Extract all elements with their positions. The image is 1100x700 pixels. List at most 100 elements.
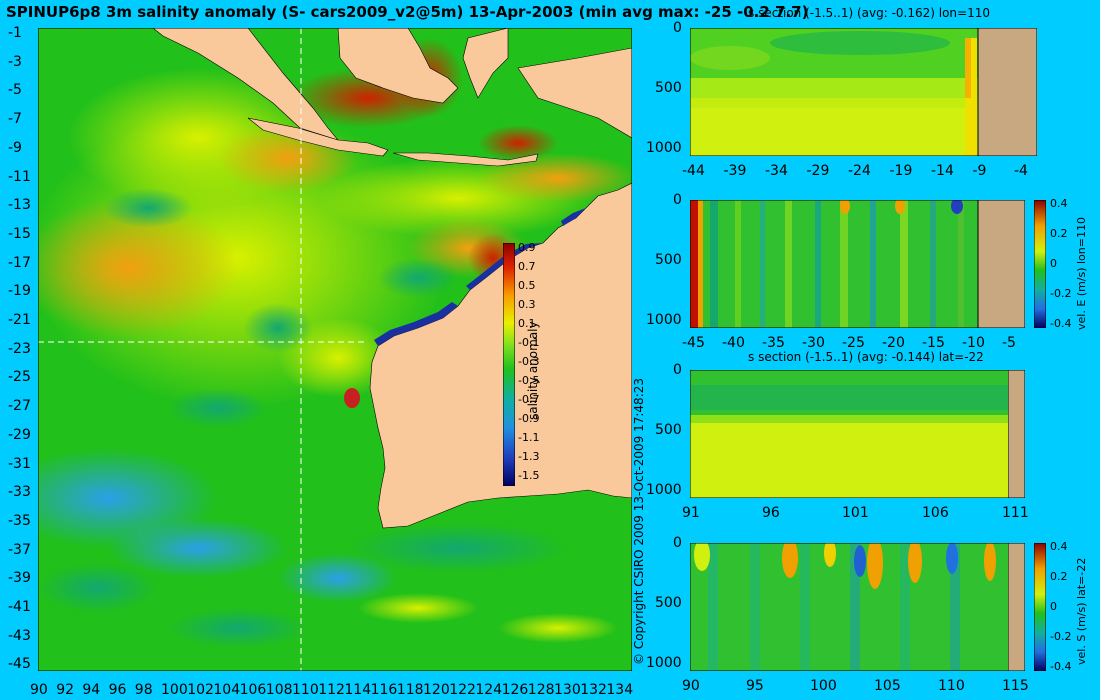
velS-section-x-tick: 95 <box>746 678 764 694</box>
velE-section-x-tick: -45 <box>682 335 705 351</box>
velE-section-y-tick: 500 <box>655 252 682 268</box>
s-section-lat-plot[interactable] <box>690 370 1010 498</box>
map-lat-tick: -7 <box>8 111 22 128</box>
salinity-colorbar-tick: 0.7 <box>518 260 536 273</box>
vel-s-colorbar-label: vel. S (m/s) lat=-22 <box>1075 557 1088 665</box>
s-section-lon-x-tick: -14 <box>931 163 954 179</box>
map-lon-tick: 100 <box>161 682 188 698</box>
velS-section-y-tick: 0 <box>673 535 682 551</box>
velS-section-colorbar-tick: -0.4 <box>1050 660 1072 673</box>
map-lat-tick: -3 <box>8 53 22 70</box>
map-lon-tick: 98 <box>134 682 153 698</box>
copyright-text: © Copyright CSIRO 2009 13-Oct-2009 17:48… <box>632 377 646 665</box>
map-lon-tick: 92 <box>56 682 75 698</box>
map-lat-tick: -17 <box>8 254 31 271</box>
velS-section-x-tick: 100 <box>810 678 837 694</box>
salinity-colorbar-tick: -0.5 <box>518 374 540 387</box>
velE-section-y-tick: 0 <box>673 192 682 208</box>
map-lon-tick: 134 <box>606 682 634 698</box>
velE-section-x-tick: -20 <box>882 335 905 351</box>
vel-e-colorbar <box>1034 200 1046 328</box>
vel-s-section-plot[interactable] <box>690 543 1010 671</box>
velS-section-colorbar-tick: -0.2 <box>1050 630 1072 643</box>
velE-section-x-tick: -10 <box>962 335 985 351</box>
salinity-colorbar-tick: -0.9 <box>518 412 540 425</box>
map-lat-tick: -9 <box>8 139 22 156</box>
s-section-lat-y-tick: 1000 <box>646 482 682 498</box>
velE-section-colorbar-tick: -0.2 <box>1050 287 1072 300</box>
map-lon-tick: 118 <box>396 682 424 698</box>
vel-e-colorbar-label: vel. E (m/s) lon=110 <box>1075 217 1088 330</box>
map-lat-tick: -27 <box>8 398 31 415</box>
s-section-lat-x-tick: 106 <box>922 505 949 521</box>
s-section-lon-y-tick: 500 <box>655 80 682 96</box>
s-section-lon-x-tick: -34 <box>765 163 788 179</box>
velS-section-colorbar-tick: 0.2 <box>1050 570 1068 583</box>
s-section-lon-y-tick: 1000 <box>646 140 682 156</box>
borneo-land <box>337 28 459 104</box>
map-lat-tick: -39 <box>8 570 31 587</box>
map-lon-tick: 130 <box>554 682 581 698</box>
map-lat-tick: -19 <box>8 283 31 300</box>
map-lon-tick: 106 <box>239 682 267 698</box>
map-lat-tick: -31 <box>8 455 31 472</box>
velS-section-colorbar-tick: 0 <box>1050 600 1057 613</box>
salinity-colorbar-tick: -1.3 <box>518 450 540 463</box>
salinity-colorbar-tick: -1.5 <box>518 469 540 482</box>
velE-section-x-tick: -35 <box>762 335 785 351</box>
velE-section-x-tick: -30 <box>802 335 825 351</box>
vel-s-colorbar <box>1034 543 1046 671</box>
map-lon-tick: 90 <box>30 682 48 698</box>
velS-section-x-tick: 115 <box>1002 678 1029 694</box>
s-section-lon-x-tick: -9 <box>972 163 987 179</box>
map-lon-tick: 94 <box>82 682 101 698</box>
velE-section-x-tick: -5 <box>1002 335 1016 351</box>
s-section-lon-x-tick: -29 <box>806 163 830 179</box>
velS-section-x-tick: 105 <box>874 678 901 694</box>
salinity-colorbar-tick: 0.5 <box>518 279 536 292</box>
map-lat-tick: -21 <box>8 312 31 328</box>
map-lon-tick: 112 <box>318 682 345 698</box>
s-section-lon-x-tick: -4 <box>1014 163 1028 179</box>
s-section-lat-x-tick: 111 <box>1002 505 1029 521</box>
vel-s-section-land <box>1008 543 1025 671</box>
s-section-lat-y-tick: 0 <box>673 362 682 378</box>
s-section-lon-x-tick: -19 <box>889 163 913 179</box>
map-lat-tick: -5 <box>8 82 22 99</box>
velE-section-x-tick: -40 <box>722 335 745 351</box>
page-title: SPINUP6p8 3m salinity anomaly (S- cars20… <box>6 3 809 21</box>
vel-e-section-plot[interactable] <box>690 200 978 328</box>
map-lat-tick: -37 <box>8 541 31 558</box>
map-lon-tick: 128 <box>527 682 555 698</box>
velE-section-colorbar-tick: 0.2 <box>1050 227 1068 240</box>
map-lon-tick: 102 <box>187 682 214 698</box>
velS-section-y-tick: 1000 <box>646 655 682 671</box>
s-section-lon-plot[interactable] <box>690 28 978 156</box>
velS-section-x-tick: 110 <box>938 678 965 694</box>
velS-section-y-tick: 500 <box>655 595 682 611</box>
velE-section-colorbar-tick: -0.4 <box>1050 317 1072 330</box>
velE-section-colorbar-tick: 0.4 <box>1050 197 1068 210</box>
s-section-lat-y-tick: 500 <box>655 422 682 438</box>
salinity-colorbar-tick: 0.1 <box>518 317 536 330</box>
map-lat-tick: -11 <box>8 168 31 185</box>
salinity-colorbar-tick: -0.3 <box>518 355 540 368</box>
map-lat-tick: -43 <box>8 627 31 644</box>
velS-section-colorbar-tick: 0.4 <box>1050 540 1068 553</box>
salinity-colorbar-tick: -0.7 <box>518 393 540 406</box>
velE-section-y-tick: 1000 <box>646 312 682 328</box>
java-land <box>247 117 389 157</box>
map-lat-tick: -1 <box>8 25 22 41</box>
salinity-map[interactable] <box>38 28 632 671</box>
map-lat-tick: -23 <box>8 340 31 357</box>
vel-e-section-land <box>978 200 1025 328</box>
velE-section-colorbar-tick: 0 <box>1050 257 1057 270</box>
s-section-lon-x-tick: -24 <box>848 163 871 179</box>
map-lat-tick: -15 <box>8 225 31 242</box>
map-lat-tick: -33 <box>8 484 31 501</box>
new-guinea-land <box>517 47 632 139</box>
sulawesi-land <box>462 28 509 99</box>
map-lat-tick: -13 <box>8 197 31 214</box>
section-3-title: s section (-1.5..1) (avg: -0.144) lat=-2… <box>748 350 984 364</box>
velS-section-x-tick: 90 <box>682 678 700 694</box>
